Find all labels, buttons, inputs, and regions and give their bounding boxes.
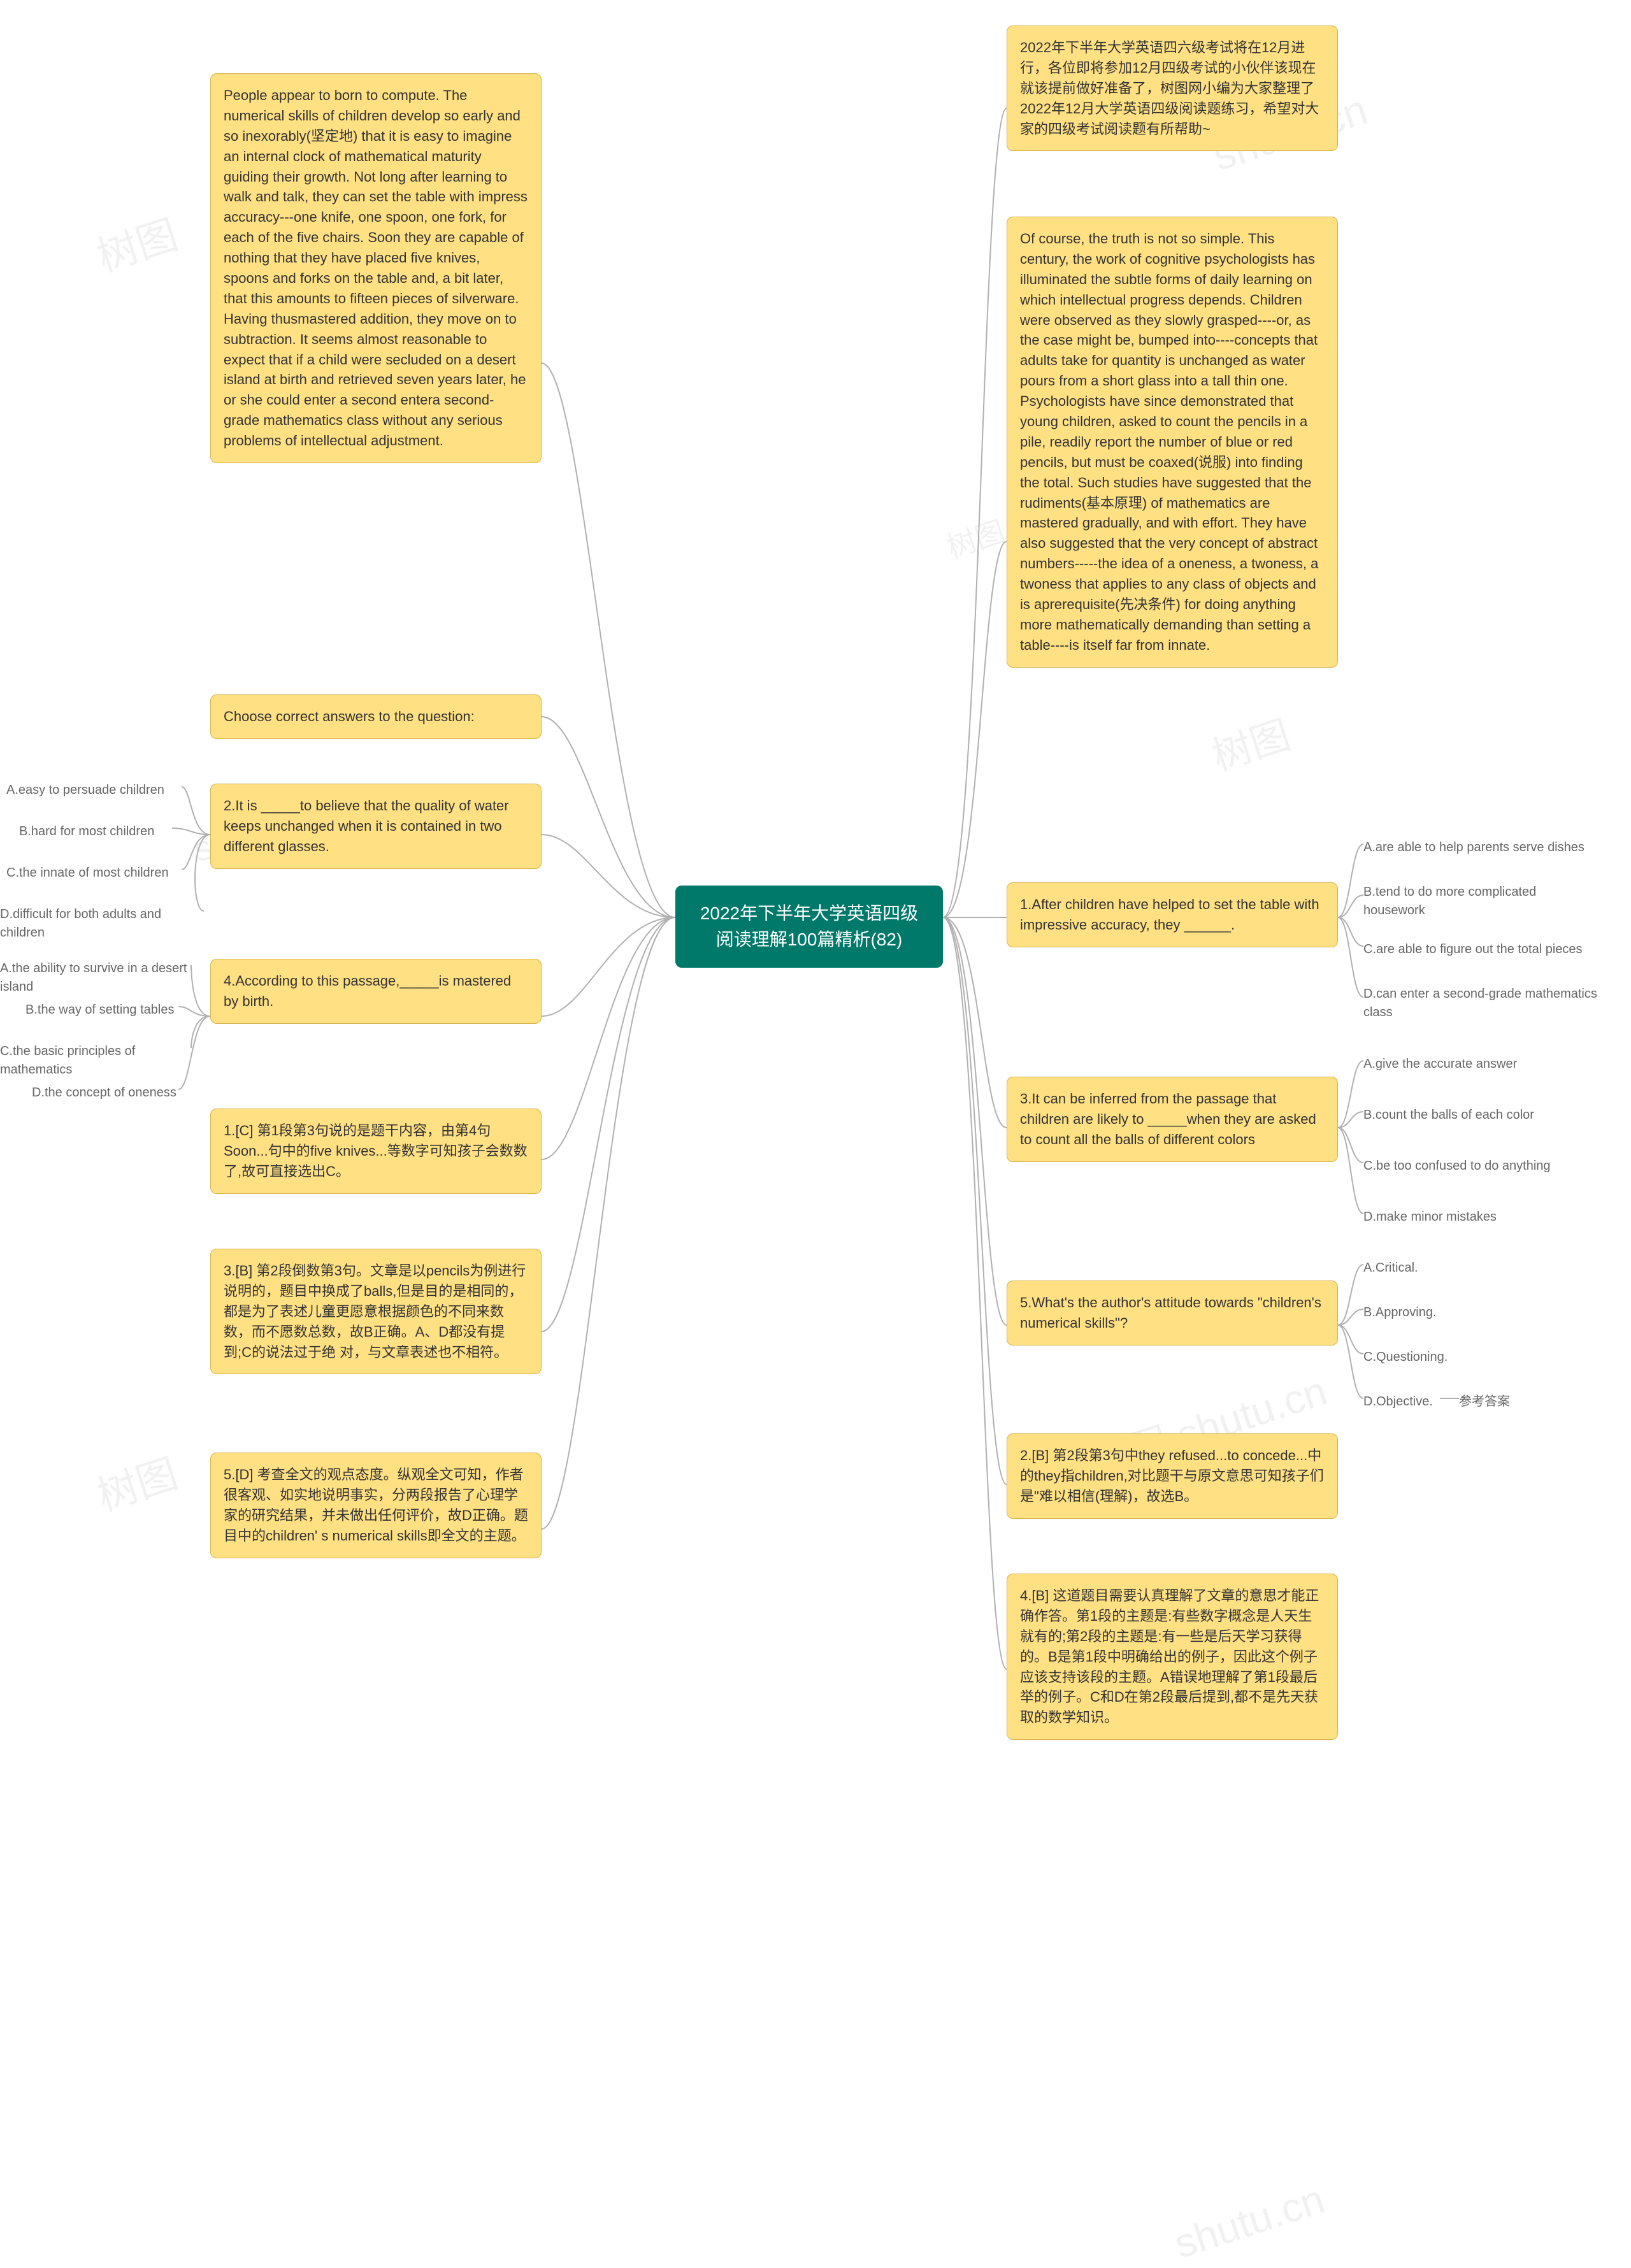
watermark: shutu.cn: [1168, 2175, 1330, 2267]
leaf-option: A.give the accurate answer: [1363, 1051, 1593, 1077]
branch-node-l6: 3.[B] 第2段倒数第3句。文章是以pencils为例进行说明的，题目中换成了…: [210, 1249, 542, 1374]
leaf-option: B.the way of setting tables: [25, 997, 204, 1023]
central-topic: 2022年下半年大学英语四级阅读理解100篇精析(82): [675, 886, 943, 968]
leaf-option: A.easy to persuade children: [6, 777, 198, 803]
branch-node-r1: 2022年下半年大学英语四六级考试将在12月进行，各位即将参加12月四级考试的小…: [1007, 25, 1338, 151]
watermark: 树图: [89, 1441, 184, 1522]
branch-node-l4: 4.According to this passage,_____is mast…: [210, 959, 542, 1024]
branch-node-l3: 2.It is _____to believe that the quality…: [210, 784, 542, 869]
branch-node-l7: 5.[D] 考查全文的观点态度。纵观全文可知，作者很客观、如实地说明事实，分两段…: [210, 1453, 542, 1558]
branch-node-r5: 5.What's the author's attitude towards "…: [1007, 1281, 1338, 1346]
leaf-option: D.difficult for both adults and children: [0, 901, 204, 946]
leaf-option: A.the ability to survive in a desert isl…: [0, 956, 204, 1000]
leaf-option: D.can enter a second-grade mathematics c…: [1363, 981, 1606, 1026]
branch-node-l2: Choose correct answers to the question:: [210, 694, 542, 739]
leaf-option: B.tend to do more complicated housework: [1363, 879, 1599, 924]
leaf-answer-ref: 参考答案: [1459, 1389, 1535, 1415]
leaf-option: B.Approving.: [1363, 1300, 1491, 1326]
leaf-option: C.be too confused to do anything: [1363, 1153, 1606, 1179]
leaf-option: C.are able to figure out the total piece…: [1363, 937, 1606, 963]
branch-node-r2: Of course, the truth is not so simple. T…: [1007, 217, 1338, 668]
leaf-option: A.Critical.: [1363, 1255, 1491, 1281]
branch-node-r4: 3.It can be inferred from the passage th…: [1007, 1077, 1338, 1162]
leaf-option: A.are able to help parents serve dishes: [1363, 835, 1599, 861]
branch-node-l5: 1.[C] 第1段第3句说的是题干内容，由第4句Soon...句中的five k…: [210, 1109, 542, 1194]
watermark: 树图: [1203, 703, 1297, 782]
branch-node-r3: 1.After children have helped to set the …: [1007, 882, 1338, 947]
branch-node-r7: 4.[B] 这道题目需要认真理解了文章的意思才能正确作答。第1段的主题是:有些数…: [1007, 1574, 1338, 1740]
leaf-option: B.count the balls of each color: [1363, 1102, 1593, 1128]
leaf-option: B.hard for most children: [19, 819, 198, 845]
watermark: 树图: [89, 202, 184, 283]
leaf-option: C.Questioning.: [1363, 1344, 1491, 1370]
leaf-option: D.the concept of oneness: [32, 1080, 198, 1106]
leaf-option: C.the innate of most children: [6, 860, 198, 886]
branch-node-l1: People appear to born to compute. The nu…: [210, 73, 542, 463]
leaf-option: D.make minor mistakes: [1363, 1204, 1593, 1230]
branch-node-r6: 2.[B] 第2段第3句中they refused...to concede..…: [1007, 1433, 1338, 1519]
leaf-option: C.the basic principles of mathematics: [0, 1038, 204, 1083]
